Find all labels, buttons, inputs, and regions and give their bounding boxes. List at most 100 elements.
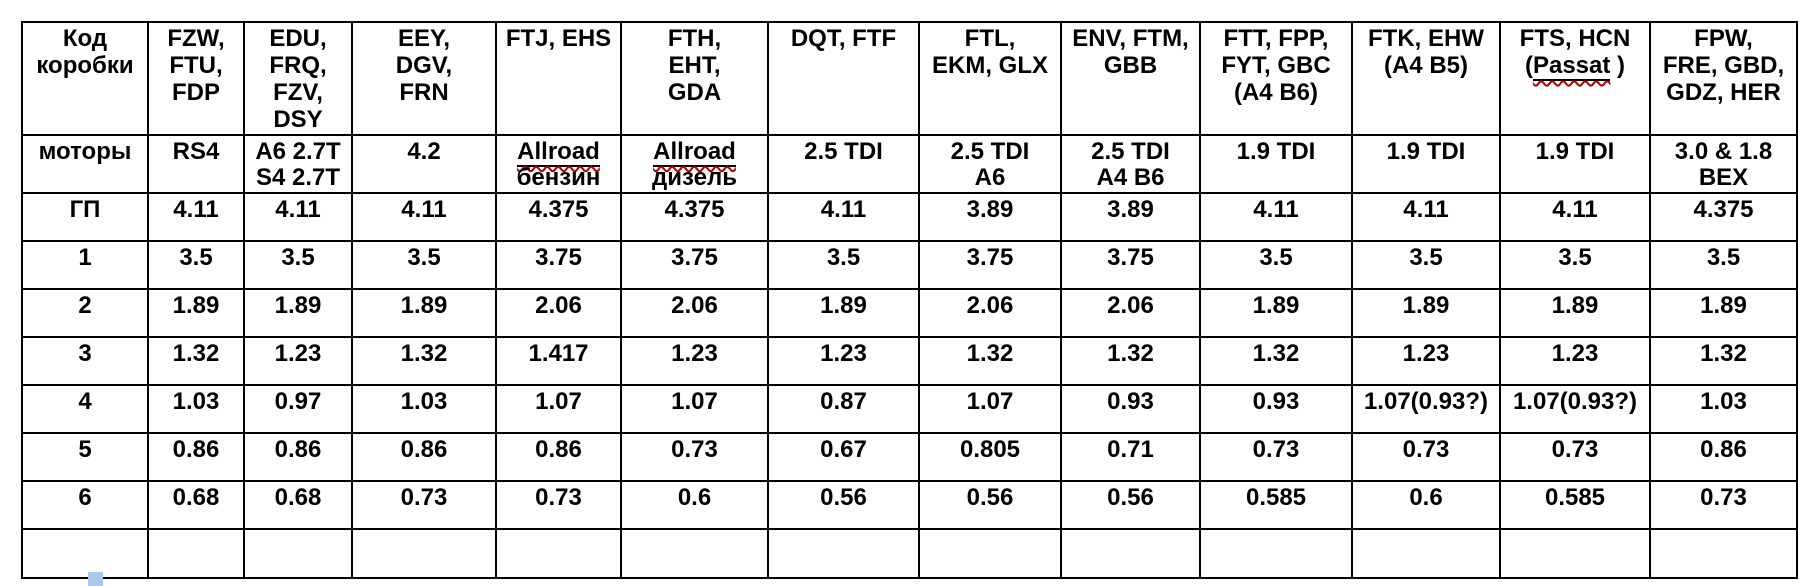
cell-line: 1.23: [671, 340, 718, 368]
cell-gear-2-4: 2.06: [495, 288, 622, 339]
cell-empty-5: [620, 528, 769, 580]
cell-line: 3.89: [966, 196, 1014, 224]
cell-gear-2-2: 1.89: [243, 288, 353, 339]
cell-line: 5: [78, 436, 92, 464]
cell-line: 3.5: [826, 244, 861, 272]
cell-line: 3.5: [407, 244, 441, 272]
cell-line: S4 2.7T: [255, 164, 341, 192]
cell-line: FRN: [399, 78, 449, 106]
cell-line: 0.73: [1402, 436, 1450, 464]
table-row-final-drive: ГП 4.11 4.11 4.11 4.375 4.375 4.11 3.89 3.89 4.11…: [21, 192, 1798, 243]
cell-header-3: EEY, DGV, FRN: [351, 21, 497, 136]
cell-line: 1.07(0.93?): [1512, 388, 1638, 416]
cell-gear-5-12: 0.86: [1649, 432, 1798, 483]
cell-gear-5-10: 0.73: [1351, 432, 1501, 483]
cell-gear-4-3: 1.03: [351, 384, 497, 435]
cell-line: 0.86: [274, 436, 322, 464]
cell-gear-1-8: 3.75: [1060, 240, 1201, 291]
cell-line: 3: [78, 340, 92, 368]
cell-line: 1.89: [274, 292, 322, 320]
cell-empty-8: [1060, 528, 1201, 580]
row-label-gear-3: 3: [21, 336, 149, 387]
cell-gear-4-7: 1.07: [918, 384, 1062, 435]
table-row-gear-4: 4 1.03 0.97 1.03 1.07 1.07 0.87 1.07 0.93 0.93 1.0…: [21, 384, 1798, 435]
cell-line: 4.375: [1693, 196, 1754, 224]
cell-final-drive-8: 3.89: [1060, 192, 1201, 243]
cell-final-drive-1: 4.11: [147, 192, 245, 243]
cell-line: 4.11: [1403, 196, 1449, 224]
cell-gear-1-10: 3.5: [1351, 240, 1501, 291]
cell-line: FZV,: [273, 78, 323, 106]
table-body: Код коробки FZW, FTU, FDP EDU, FRQ, FZV, DSY EEY,…: [21, 21, 1798, 580]
cell-line: BEX: [1698, 164, 1749, 192]
cell-gear-3-2: 1.23: [243, 336, 353, 387]
cell-line: GDZ, HER: [1666, 78, 1781, 106]
cell-line: 0.86: [400, 436, 448, 464]
cell-line: DSY: [273, 105, 323, 133]
cell-final-drive-6: 4.11: [767, 192, 920, 243]
cell-line: 3.75: [671, 244, 718, 272]
cell-line: 0.585: [1544, 484, 1606, 512]
cell-line: 4.11: [401, 196, 447, 224]
cell-gear-3-7: 1.32: [918, 336, 1062, 387]
cell-gear-3-3: 1.32: [351, 336, 497, 387]
cell-line: 2.06: [535, 292, 582, 320]
cell-line: EKM, GLX: [931, 51, 1048, 79]
cell-line: GBB: [1103, 51, 1158, 79]
cell-line: (A4 B6): [1233, 78, 1318, 106]
cell-line: 0.73: [1551, 436, 1599, 464]
row-label-gear-5: 5: [21, 432, 149, 483]
cell-line: 0.93: [1252, 388, 1300, 416]
cell-line: бензин: [516, 164, 601, 192]
cell-line: 1.89: [172, 292, 220, 320]
cell-gear-5-9: 0.73: [1199, 432, 1353, 483]
cell-empty-4: [495, 528, 622, 580]
cell-gear-2-10: 1.89: [1351, 288, 1501, 339]
cell-line: 1.07: [966, 388, 1014, 416]
cell-line: 4.375: [664, 196, 725, 224]
misspelled-word: Allroad: [653, 137, 736, 167]
cell-line: 4: [78, 388, 92, 416]
cell-line: (Passat ): [1524, 51, 1626, 81]
cell-empty-12: [1649, 528, 1798, 580]
cell-line: 2.06: [1107, 292, 1154, 320]
cell-gear-1-6: 3.5: [767, 240, 920, 291]
cell-line: FDP: [172, 78, 220, 106]
cell-empty-11: [1499, 528, 1651, 580]
cell-motors-1: RS4: [147, 133, 245, 195]
cell-final-drive-2: 4.11: [243, 192, 353, 243]
cell-line: 0.585: [1245, 484, 1307, 512]
table-row-gear-1: 1 3.5 3.5 3.5 3.75 3.75 3.5 3.75 3.75 3.5 3.5 3.5 3.…: [21, 240, 1798, 291]
cell-line: 0.97: [274, 388, 322, 416]
cell-line: 3.75: [966, 244, 1014, 272]
cell-line: (A4 B5): [1383, 51, 1468, 79]
cell-header-4: FTJ, EHS: [495, 21, 622, 136]
cell-line: FRQ,: [269, 51, 327, 79]
cell-header-1: FZW, FTU, FDP: [147, 21, 245, 136]
cell-line: 2.5 TDI: [1091, 137, 1170, 165]
cell-gear-5-11: 0.73: [1499, 432, 1651, 483]
cell-motors-7: 2.5 TDI A6: [918, 133, 1062, 195]
cell-motors-8: 2.5 TDI A4 B6: [1060, 133, 1201, 195]
cell-empty-9: [1199, 528, 1353, 580]
cell-gear-2-3: 1.89: [351, 288, 497, 339]
gearbox-ratio-table: Код коробки FZW, FTU, FDP EDU, FRQ, FZV, DSY EEY,…: [21, 21, 1798, 580]
cell-line: 0.87: [820, 388, 867, 416]
cell-gear-3-9: 1.32: [1199, 336, 1353, 387]
cell-gear-6-1: 0.68: [147, 480, 245, 531]
cell-header-7: FTL, EKM, GLX: [918, 21, 1062, 136]
row-label-header: Код коробки: [21, 21, 149, 136]
cell-header-12: FPW, FRE, GBD, GDZ, HER: [1649, 21, 1798, 136]
cell-gear-4-12: 1.03: [1649, 384, 1798, 435]
cell-line: DQT, FTF: [790, 25, 897, 52]
cell-line: GDA: [667, 78, 722, 106]
cell-gear-1-1: 3.5: [147, 240, 245, 291]
cell-line: FPW,: [1694, 25, 1753, 52]
cell-line: Код: [62, 25, 108, 52]
cell-gear-2-6: 1.89: [767, 288, 920, 339]
cell-gear-5-8: 0.71: [1060, 432, 1201, 483]
cell-line: 1.89: [820, 292, 867, 320]
row-label-motors: моторы: [21, 133, 149, 195]
cell-line: 1.03: [172, 388, 220, 416]
cell-line: 4.11: [275, 196, 321, 224]
